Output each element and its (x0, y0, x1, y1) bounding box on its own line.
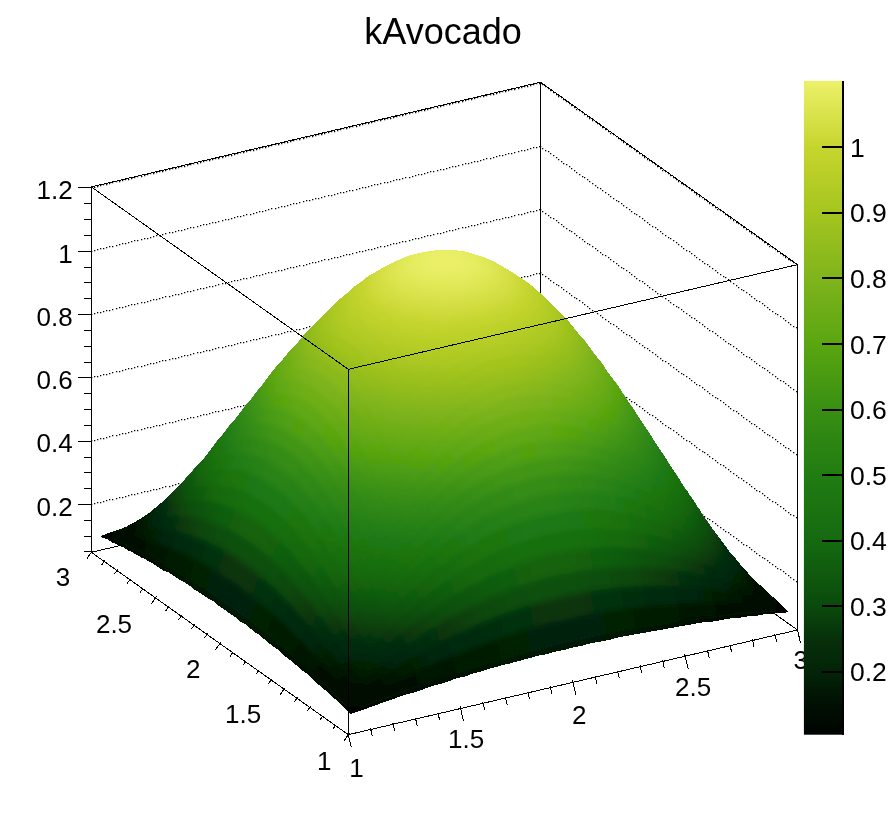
svg-text:1.2: 1.2 (37, 175, 73, 205)
svg-text:0.7: 0.7 (850, 330, 887, 360)
svg-text:0.5: 0.5 (850, 461, 887, 491)
svg-text:1: 1 (58, 239, 72, 269)
svg-text:0.2: 0.2 (850, 657, 887, 687)
svg-text:1.5: 1.5 (448, 724, 484, 754)
svg-text:1.5: 1.5 (225, 699, 261, 729)
svg-text:0.6: 0.6 (850, 395, 887, 425)
svg-text:0.4: 0.4 (850, 526, 887, 556)
svg-text:2.5: 2.5 (675, 672, 711, 702)
svg-text:2: 2 (186, 654, 200, 684)
svg-text:0.8: 0.8 (850, 264, 887, 294)
svg-text:1: 1 (349, 753, 363, 783)
svg-text:1: 1 (850, 133, 865, 163)
svg-text:2: 2 (572, 700, 586, 730)
svg-text:0.6: 0.6 (37, 365, 73, 395)
svg-text:0.2: 0.2 (37, 492, 73, 522)
svg-text:0.3: 0.3 (850, 592, 887, 622)
svg-text:3: 3 (56, 562, 70, 592)
svg-text:1: 1 (317, 746, 331, 776)
svg-text:0.8: 0.8 (37, 302, 73, 332)
svg-text:kAvocado: kAvocado (364, 11, 521, 52)
svg-text:0.4: 0.4 (37, 428, 73, 458)
svg-text:2.5: 2.5 (96, 609, 132, 639)
svg-text:0.9: 0.9 (850, 198, 887, 228)
